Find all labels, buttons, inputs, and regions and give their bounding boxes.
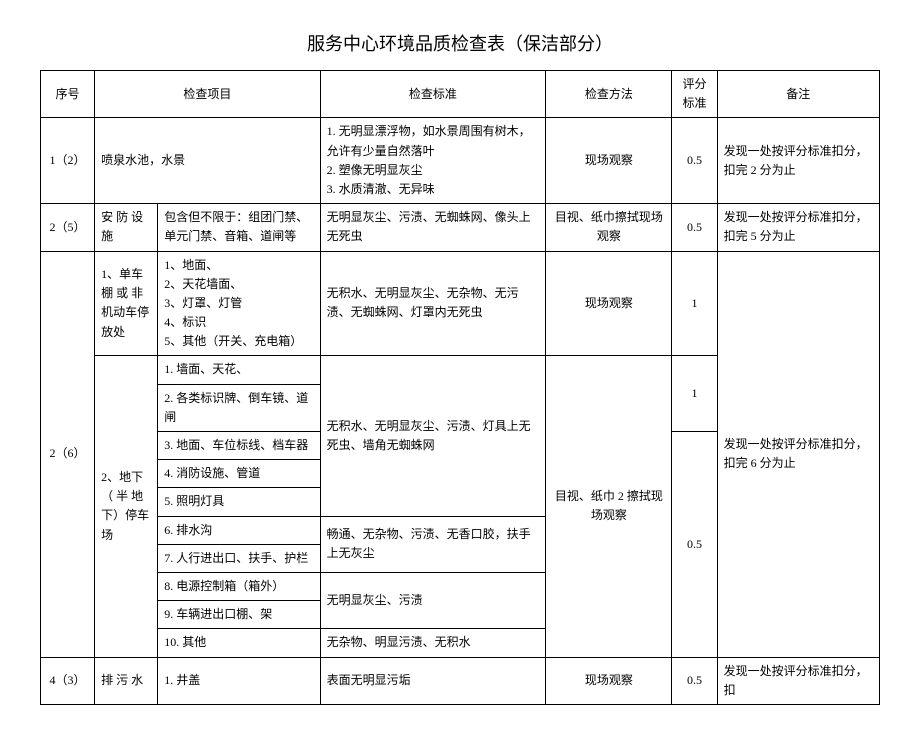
- cell-score: 0.5: [672, 657, 717, 704]
- cell-score: 0.5: [672, 118, 717, 204]
- table-row: 2（6） 1、单车棚 或 非机动车停放处 1、地面、 2、天花墙面、 3、灯罩、…: [41, 251, 880, 356]
- cell-standard: 畅通、无杂物、污渍、无香口胶，扶手上无灰尘: [320, 516, 546, 572]
- cell-standard: 无积水、无明显灰尘、无杂物、无污渍、无蜘蛛网、灯罩内无死虫: [320, 251, 546, 356]
- cell-standard: 无杂物、明显污渍、无积水: [320, 629, 546, 657]
- cell-sub2: 9. 车辆进出口棚、架: [158, 601, 320, 629]
- cell-sub2: 7. 人行进出口、扶手、护栏: [158, 544, 320, 572]
- cell-sub2: 包含但不限于：组团门禁、单元门禁、音箱、道闸等: [158, 204, 320, 251]
- cell-sub2: 8. 电源控制箱（箱外）: [158, 572, 320, 600]
- cell-score: 0.5: [672, 432, 717, 658]
- cell-score: 0.5: [672, 204, 717, 251]
- cell-method: 现场观察: [546, 118, 672, 204]
- th-method: 检查方法: [546, 71, 672, 118]
- cell-sub1: 1、单车棚 或 非机动车停放处: [95, 251, 158, 356]
- cell-sub1: 2、地下（ 半 地下）停车场: [95, 356, 158, 657]
- cell-note: 发现一处按评分标准扣分，扣完 6 分为止: [717, 251, 879, 657]
- cell-score: 1: [672, 251, 717, 356]
- cell-sub2: 2. 各类标识牌、倒车镜、道闸: [158, 384, 320, 431]
- cell-sub2: 1. 井盖: [158, 657, 320, 704]
- th-score: 评分标准: [672, 71, 717, 118]
- cell-note: 发现一处按评分标准扣分，扣完 5 分为止: [717, 204, 879, 251]
- cell-seq: 1（2）: [41, 118, 95, 204]
- cell-note: 发现一处按评分标准扣分，扣完 2 分为止: [717, 118, 879, 204]
- cell-sub2: 1、地面、 2、天花墙面、 3、灯罩、灯管 4、标识 5、其他（开关、充电箱）: [158, 251, 320, 356]
- cell-sub2: 1. 墙面、天花、: [158, 356, 320, 384]
- cell-item: 喷泉水池，水景: [95, 118, 321, 204]
- cell-sub2: 3. 地面、车位标线、档车器: [158, 432, 320, 460]
- cell-sub2: 4. 消防设施、管道: [158, 460, 320, 488]
- cell-sub1: 排 污 水: [95, 657, 158, 704]
- inspection-table: 序号 检查项目 检查标准 检查方法 评分标准 备注 1（2） 喷泉水池，水景 1…: [40, 70, 880, 705]
- cell-note: 发现一处按评分标准扣分，扣: [717, 657, 879, 704]
- cell-standard: 表面无明显污垢: [320, 657, 546, 704]
- th-standard: 检查标准: [320, 71, 546, 118]
- cell-standard: 无积水、无明显灰尘、污渍、灯具上无死虫、墙角无蜘蛛网: [320, 356, 546, 516]
- th-note: 备注: [717, 71, 879, 118]
- cell-sub2: 6. 排水沟: [158, 516, 320, 544]
- table-row: 2（5） 安 防 设施 包含但不限于：组团门禁、单元门禁、音箱、道闸等 无明显灰…: [41, 204, 880, 251]
- table-header-row: 序号 检查项目 检查标准 检查方法 评分标准 备注: [41, 71, 880, 118]
- cell-standard: 无明显灰尘、污渍、无蜘蛛网、像头上无死虫: [320, 204, 546, 251]
- cell-method: 现场观察: [546, 251, 672, 356]
- cell-score: 1: [672, 356, 717, 432]
- cell-method: 目视、纸巾 2 擦拭现场观察: [546, 356, 672, 657]
- table-row: 4（3） 排 污 水 1. 井盖 表面无明显污垢 现场观察 0.5 发现一处按评…: [41, 657, 880, 704]
- cell-seq: 2（6）: [41, 251, 95, 657]
- cell-sub2: 10. 其他: [158, 629, 320, 657]
- page-title: 服务中心环境品质检查表（保洁部分）: [40, 30, 880, 56]
- table-row: 1（2） 喷泉水池，水景 1. 无明显漂浮物，如水景周围有树木，允许有少量自然落…: [41, 118, 880, 204]
- cell-method: 现场观察: [546, 657, 672, 704]
- cell-seq: 2（5）: [41, 204, 95, 251]
- cell-standard: 1. 无明显漂浮物，如水景周围有树木，允许有少量自然落叶 2. 塑像无明显灰尘 …: [320, 118, 546, 204]
- cell-sub1: 安 防 设施: [95, 204, 158, 251]
- cell-method: 目视、纸巾擦拭现场观察: [546, 204, 672, 251]
- th-item: 检查项目: [95, 71, 321, 118]
- cell-standard: 无明显灰尘、污渍: [320, 572, 546, 628]
- cell-sub2: 5. 照明灯具: [158, 488, 320, 516]
- cell-seq: 4（3）: [41, 657, 95, 704]
- th-seq: 序号: [41, 71, 95, 118]
